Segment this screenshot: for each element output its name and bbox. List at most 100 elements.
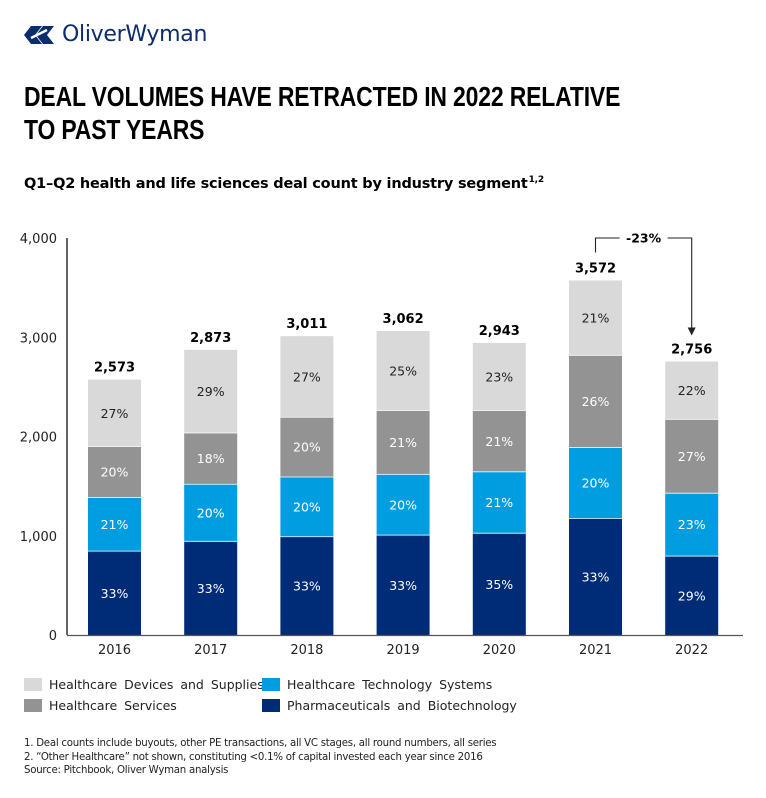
segment-percent-label: 26% [582, 394, 610, 409]
segment-percent-label: 18% [197, 451, 225, 466]
stacked-bar-chart: 0 1,000 2,000 3,000 4,000 33% 21% 20% 27% 2,573 20… [20, 231, 743, 658]
bar-segment [569, 354, 622, 448]
x-tick-label: 2020 [483, 643, 516, 658]
x-tick-label: 2016 [98, 643, 131, 658]
chart-subtitle: Q1–Q2 health and life sciences deal coun… [24, 175, 544, 192]
segment-percent-label: 20% [197, 505, 225, 520]
bar-total-label: 2,756 [671, 342, 712, 357]
x-tick-label: 2018 [290, 643, 323, 658]
segment-percent-label: 33% [197, 581, 225, 596]
segment-percent-label: 29% [197, 384, 225, 399]
segment-percent-label: 23% [485, 369, 513, 384]
subtitle-footnote-ref: 1,2 [528, 175, 545, 185]
bar-segment [665, 361, 719, 419]
segment-percent-label: 22% [678, 383, 706, 398]
segment-percent-label: 21% [485, 434, 513, 449]
bar-total-label: 2,873 [190, 331, 231, 346]
bar-segment [376, 331, 430, 411]
legend-swatch-services [24, 699, 42, 712]
bar-segment [88, 497, 141, 551]
segment-percent-label: 35% [485, 577, 513, 592]
bar-segment [280, 336, 334, 417]
segment-percent-label: 27% [678, 449, 706, 464]
bar-segment [569, 280, 622, 355]
bar-segment [472, 342, 526, 411]
bar-segment [472, 471, 526, 533]
footnotes: 1. Deal counts include buyouts, other PE… [24, 737, 497, 778]
bar-segment [280, 536, 334, 635]
segment-percent-label: 20% [582, 476, 610, 491]
segment-percent-label: 20% [101, 465, 129, 480]
subtitle-text: Q1–Q2 health and life sciences deal coun… [24, 176, 528, 192]
change-bracket-left [594, 237, 620, 253]
segment-percent-label: 33% [101, 586, 129, 601]
title-line-2: TO PAST YEARS [24, 114, 205, 145]
segment-percent-label: 20% [293, 440, 321, 455]
page-title: DEAL VOLUMES HAVE RETRACTED IN 2022 RELA… [24, 80, 620, 146]
bar-segment [88, 446, 141, 498]
bar-total-label: 3,572 [575, 261, 616, 276]
bar-segment [184, 483, 238, 541]
bar-segment [184, 349, 238, 433]
brand-logo: OliverWyman [22, 22, 207, 47]
bar-segment [184, 432, 238, 484]
legend-item-technology: Healthcare Technology Systems [262, 677, 492, 692]
bar-segment [376, 534, 430, 635]
bar-segment [280, 416, 334, 477]
y-tick-label: 1,000 [20, 530, 57, 545]
bar-segment [665, 492, 719, 556]
bar-segment [184, 540, 238, 635]
y-tick-label: 2,000 [20, 431, 57, 446]
segment-percent-label: 21% [389, 435, 417, 450]
bar-segment [376, 473, 430, 535]
bar-segment [472, 410, 526, 472]
segment-percent-label: 21% [485, 495, 513, 510]
bar-segment [280, 476, 334, 537]
footnote-1: 1. Deal counts include buyouts, other PE… [24, 738, 497, 749]
source-note: Source: Pitchbook, Oliver Wyman analysis [24, 765, 229, 776]
bar-segment [665, 418, 719, 493]
x-tick-label: 2021 [579, 643, 612, 658]
bar-segment [88, 550, 141, 635]
legend-swatch-devices [24, 678, 42, 691]
bar-total-label: 3,011 [286, 317, 327, 332]
legend-label-services: Healthcare Services [49, 698, 177, 713]
segment-percent-label: 33% [582, 570, 610, 585]
bar-total-label: 2,573 [94, 361, 135, 376]
bar-total-label: 3,062 [383, 312, 424, 327]
footnote-2: 2. “Other Healthcare” not shown, constit… [24, 751, 483, 763]
segment-percent-label: 21% [101, 517, 129, 532]
bar-segment [665, 555, 719, 635]
segment-percent-label: 33% [389, 578, 417, 593]
legend-item-devices: Healthcare Devices and Supplies [24, 677, 264, 692]
segment-percent-label: 27% [293, 370, 321, 385]
y-tick-label: 0 [49, 629, 57, 644]
legend-swatch-pharma [262, 699, 280, 712]
segment-percent-label: 29% [678, 588, 706, 603]
bar-segment [569, 518, 622, 635]
oliver-wyman-logo-icon [24, 25, 54, 44]
legend-label-pharma: Pharmaceuticals and Biotechnology [287, 698, 517, 713]
x-tick-label: 2019 [387, 643, 420, 658]
change-bracket-right [667, 237, 693, 330]
legend-item-services: Healthcare Services [24, 698, 177, 713]
x-tick-label: 2022 [675, 643, 708, 658]
bar-segment [376, 410, 430, 474]
segment-percent-label: 20% [293, 499, 321, 514]
arrow-head-icon [687, 327, 696, 336]
segment-percent-label: 21% [582, 311, 610, 326]
segment-percent-label: 20% [389, 497, 417, 512]
segment-percent-label: 33% [293, 579, 321, 594]
bar-segment [569, 447, 622, 519]
legend-label-devices: Healthcare Devices and Supplies [49, 677, 264, 692]
bar-total-label: 2,943 [479, 324, 520, 339]
brand-name: OliverWyman [62, 22, 208, 47]
x-tick-label: 2017 [194, 643, 227, 658]
legend-item-pharma: Pharmaceuticals and Biotechnology [262, 698, 517, 713]
bar-segment [88, 379, 141, 447]
legend-label-technology: Healthcare Technology Systems [287, 677, 493, 692]
segment-percent-label: 27% [101, 406, 129, 421]
change-annotation-label: -23% [626, 231, 662, 246]
segment-percent-label: 23% [678, 517, 706, 532]
y-tick-label: 4,000 [20, 232, 57, 247]
